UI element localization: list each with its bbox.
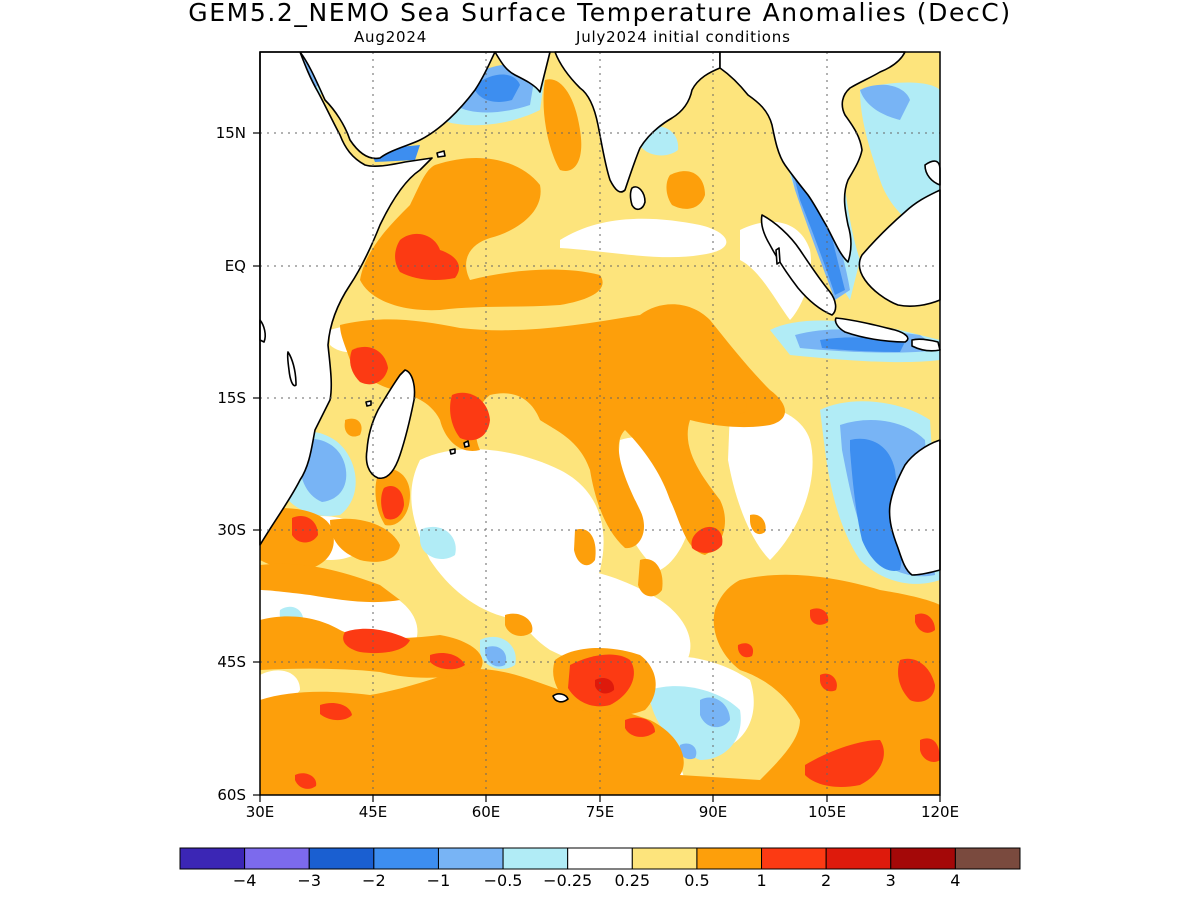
lake-victoria [259, 319, 267, 343]
lon-label-90e: 90E [698, 803, 728, 821]
colorbar-swatch [567, 847, 633, 870]
colorbar-label: −3 [297, 871, 322, 890]
colorbar-swatch [308, 847, 375, 870]
colorbar-swatch [244, 847, 310, 870]
madagascar [365, 369, 416, 479]
sumatra [760, 214, 837, 316]
comoros [365, 400, 372, 407]
colorbar-swatch [373, 847, 439, 870]
colorbar-label: −1 [426, 871, 451, 890]
borneo [858, 189, 941, 307]
tick-marks [253, 132, 941, 802]
forecast-month: Aug2024 [354, 28, 428, 46]
colorbar-swatch [631, 847, 698, 870]
colorbar-swatch [825, 847, 892, 870]
java [834, 317, 909, 343]
africa-arabia [259, 51, 496, 546]
indochina [719, 51, 906, 263]
initial-conditions: July2024 initial conditions [576, 28, 791, 46]
lon-label-45e: 45E [358, 803, 388, 821]
lat-label-45s: 45S [217, 653, 246, 671]
map-title: GEM5.2_NEMO Sea Surface Temperature Anom… [188, 0, 1012, 27]
colorbar-swatch [437, 847, 504, 870]
india [554, 51, 721, 193]
andaman [775, 247, 781, 265]
colorbar-label: −0.25 [543, 871, 593, 890]
reunion [449, 448, 456, 455]
colorbar-label: −0.5 [483, 871, 523, 890]
colorbar-swatch [761, 847, 827, 870]
colorbar-label: 0.5 [684, 871, 710, 890]
colorbar-swatch [502, 847, 569, 870]
lon-label-60e: 60E [471, 803, 501, 821]
lake-malawi [286, 351, 297, 387]
mauritius [463, 440, 470, 448]
lat-label-15s: 15S [217, 389, 246, 407]
australia [888, 439, 941, 576]
lon-label-120e: 120E [920, 803, 960, 821]
colorbar-swatch [179, 847, 246, 870]
colorbar-label: 2 [821, 871, 832, 890]
colorbar-label: 1 [756, 871, 767, 890]
colorbar-label: −2 [362, 871, 386, 890]
colorbar-swatch [890, 847, 956, 870]
colorbar-label: 4 [950, 871, 961, 890]
socotra [436, 150, 446, 158]
lat-label-30s: 30S [217, 521, 246, 539]
lat-label-15n: 15N [215, 124, 246, 142]
sri-lanka [629, 186, 646, 211]
colorbar-label: −4 [232, 871, 257, 890]
colorbar [179, 847, 1021, 870]
kerguelen [552, 693, 569, 703]
lat-label-eq: EQ [224, 257, 246, 275]
lon-label-30e: 30E [245, 803, 275, 821]
colorbar-swatch [954, 847, 1021, 870]
gridlines [260, 52, 940, 795]
colorbar-label: 0.25 [614, 871, 651, 890]
lon-label-75e: 75E [585, 803, 615, 821]
colorbar-swatch [696, 847, 763, 870]
arabian-peninsula [494, 51, 551, 93]
lat-label-60s: 60S [217, 786, 246, 804]
colorbar-label: 3 [885, 871, 896, 890]
lon-label-105e: 105E [807, 803, 847, 821]
land [259, 51, 941, 703]
